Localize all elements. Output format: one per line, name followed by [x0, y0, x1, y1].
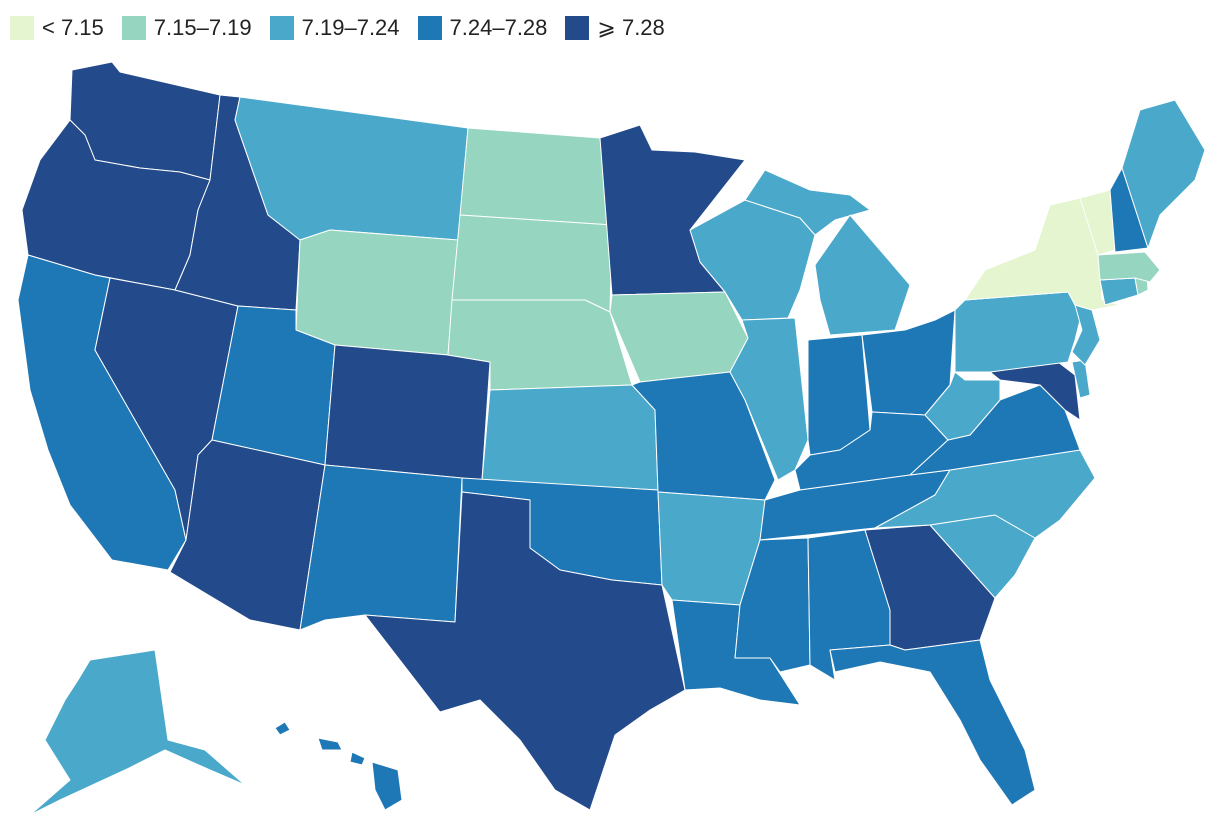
state-maryland [989, 361, 1081, 421]
state-maine [1121, 99, 1206, 249]
legend-label: 7.15–7.19 [153, 15, 252, 40]
state-pennsylvania [954, 291, 1083, 373]
state-colorado [324, 344, 491, 481]
state-hawaii [274, 721, 403, 811]
state-new-mexico [299, 464, 463, 631]
state-south-dakota [451, 214, 613, 313]
legend-label: ⩾ 7.28 [597, 15, 665, 40]
legend-item: 7.15–7.19 [121, 15, 252, 40]
legend-label: < 7.15 [42, 15, 104, 40]
state-texas [364, 491, 686, 811]
state-florida [829, 639, 1036, 806]
state-kansas [481, 384, 659, 491]
legend-label: 7.19–7.24 [301, 15, 400, 40]
legend-swatch [417, 16, 442, 40]
state-north-dakota [459, 127, 613, 226]
legend-swatch [269, 16, 294, 40]
legend-swatch [121, 16, 146, 40]
states-layer [17, 61, 1206, 816]
state-michigan [744, 169, 911, 336]
legend: < 7.15 7.15–7.19 7.19–7.24 7.24–7.28 ⩾ 7… [10, 12, 665, 44]
legend-swatch [565, 16, 590, 40]
legend-label: 7.24–7.28 [449, 15, 548, 40]
legend-swatch [10, 16, 34, 40]
state-illinois [729, 317, 809, 481]
state-iowa [609, 291, 749, 383]
legend-item: 7.24–7.28 [417, 15, 548, 40]
state-massachusetts [1097, 251, 1161, 283]
state-alaska [29, 649, 246, 816]
legend-item: < 7.15 [10, 16, 104, 40]
legend-item: ⩾ 7.28 [565, 15, 665, 40]
state-connecticut [1099, 277, 1139, 306]
legend-item: 7.19–7.24 [269, 15, 400, 40]
state-wyoming [295, 229, 459, 356]
